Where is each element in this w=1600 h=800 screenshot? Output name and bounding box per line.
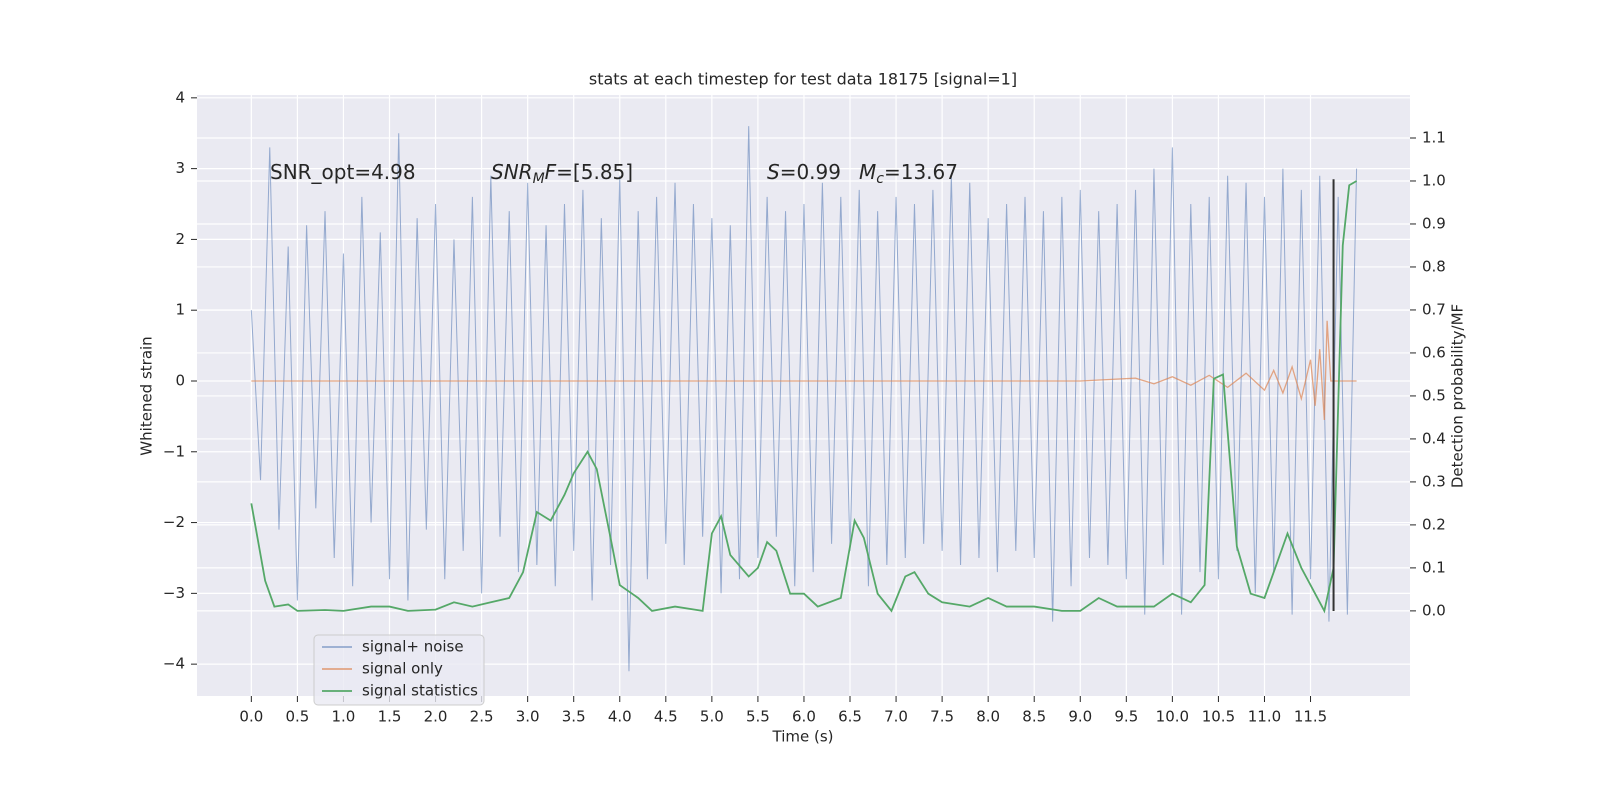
annotation-part: S — [767, 160, 780, 184]
legend-label: signal only — [362, 660, 443, 678]
legend-label: signal+ noise — [362, 638, 464, 656]
y2-tick-label: 0.5 — [1422, 386, 1446, 404]
y2-axis-label: Detection probability/MF — [1449, 304, 1467, 488]
x-tick-label: 1.5 — [378, 708, 402, 726]
x-tick-label: 11.5 — [1294, 708, 1327, 726]
y2-tick-label: 0.2 — [1422, 515, 1446, 533]
y-axis-label: Whitened strain — [138, 336, 156, 455]
annotation-part: F — [545, 160, 557, 184]
y2-tick-label: 0.9 — [1422, 214, 1446, 232]
series-line — [250, 126, 1358, 672]
x-tick-label: 5.0 — [700, 708, 724, 726]
legend-label: signal statistics — [362, 682, 478, 700]
y-tick-label: 1 — [175, 301, 185, 319]
series-line — [251, 320, 1357, 420]
x-tick-label: 8.5 — [1022, 708, 1046, 726]
y2-tick-label: 0.7 — [1422, 300, 1446, 318]
x-tick-label: 2.5 — [470, 708, 494, 726]
x-tick-label: 6.0 — [792, 708, 816, 726]
x-tick-label: 6.5 — [838, 708, 862, 726]
x-tick-label: 11.0 — [1248, 708, 1281, 726]
x-tick-label: 4.0 — [608, 708, 632, 726]
y2-tick-label: 0.1 — [1422, 558, 1446, 576]
x-tick-label: 0.5 — [285, 708, 309, 726]
annotation-part: M — [533, 171, 545, 187]
y-tick-label: −2 — [163, 513, 185, 531]
chart-title: stats at each timestep for test data 181… — [589, 70, 1017, 89]
annotation: SNR_opt=4.98 — [270, 160, 416, 184]
y2-tick-label: 0.6 — [1422, 343, 1446, 361]
x-tick-label: 7.5 — [930, 708, 954, 726]
x-tick-label: 1.0 — [332, 708, 356, 726]
x-tick-label: 10.0 — [1156, 708, 1189, 726]
y2-tick-label: 0.3 — [1422, 472, 1446, 490]
annotation: S=0.99 — [767, 160, 841, 184]
x-axis-label: Time (s) — [772, 728, 834, 746]
annotation-part: c — [876, 171, 884, 187]
y2-tick-label: 1.0 — [1422, 171, 1446, 189]
x-tick-label: 8.0 — [976, 708, 1000, 726]
x-tick-label: 3.0 — [516, 708, 540, 726]
x-tick-label: 9.0 — [1068, 708, 1092, 726]
x-tick-label: 2.0 — [424, 708, 448, 726]
y2-tick-label: 1.1 — [1422, 128, 1446, 146]
y2-tick-label: 0.8 — [1422, 257, 1446, 275]
x-tick-label: 9.5 — [1114, 708, 1138, 726]
y-tick-label: 0 — [175, 371, 185, 389]
series-line — [250, 180, 1358, 614]
y-tick-label: −4 — [163, 655, 185, 673]
y-tick-label: −1 — [163, 442, 185, 460]
y-tick-label: 3 — [175, 159, 185, 177]
annotation-part: =13.67 — [884, 160, 958, 184]
x-tick-label: 10.5 — [1202, 708, 1235, 726]
x-tick-label: 3.5 — [562, 708, 586, 726]
annotation: Mc=13.67 — [859, 160, 958, 188]
y2-tick-label: 0.4 — [1422, 429, 1446, 447]
annotation-part: =[5.85] — [556, 160, 633, 184]
annotation-part: SNR_opt=4.98 — [270, 160, 416, 184]
legend-box — [313, 634, 485, 706]
x-tick-label: 0.0 — [239, 708, 263, 726]
y-tick-label: 2 — [175, 230, 185, 248]
x-tick-label: 4.5 — [654, 708, 678, 726]
y-tick-label: 4 — [175, 88, 185, 106]
annotation-part: =0.99 — [780, 160, 841, 184]
x-tick-label: 5.5 — [746, 708, 770, 726]
annotation: SNRMF=[5.85] — [491, 160, 633, 188]
annotation-part: SNR — [491, 160, 533, 184]
annotation-part: M — [859, 160, 876, 184]
y-tick-label: −3 — [163, 584, 185, 602]
x-tick-label: 7.0 — [884, 708, 908, 726]
y2-tick-label: 0.0 — [1422, 601, 1446, 619]
